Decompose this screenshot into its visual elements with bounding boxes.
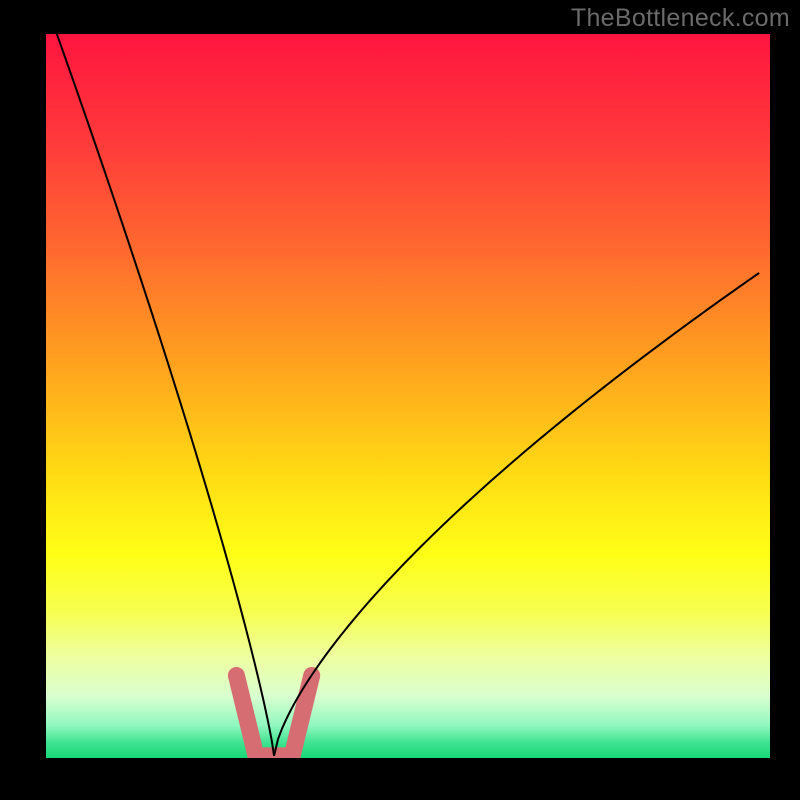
frame-right	[770, 0, 800, 800]
bottleneck-chart	[0, 0, 800, 800]
watermark-text: TheBottleneck.com	[571, 4, 790, 33]
frame-left	[0, 0, 46, 800]
plot-background	[46, 34, 770, 758]
frame-bottom	[0, 758, 800, 800]
